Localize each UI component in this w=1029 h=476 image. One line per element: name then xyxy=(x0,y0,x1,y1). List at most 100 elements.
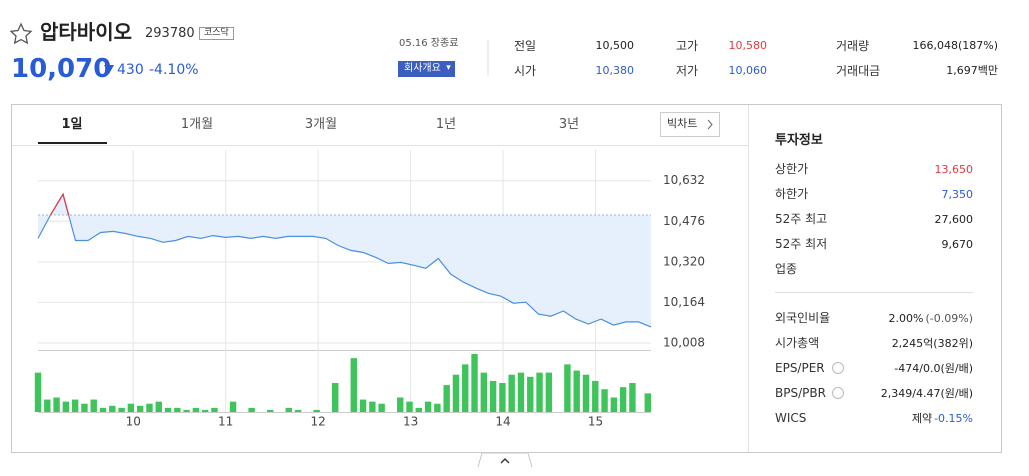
invest-value: 9,670 xyxy=(941,238,974,251)
volume-bar xyxy=(201,409,209,412)
area-fill xyxy=(38,194,651,327)
y-tick-label: 10,008 xyxy=(663,336,705,350)
invest-sub: -0.15% xyxy=(934,412,973,425)
volume-bar xyxy=(90,399,97,412)
volume-bar xyxy=(452,374,460,412)
market-badge: 코스닥 xyxy=(199,27,234,40)
quote-label: 시가 xyxy=(514,64,537,78)
invest-value: 27,600 xyxy=(934,213,974,226)
volume-bar xyxy=(369,401,376,412)
x-tick-label: 12 xyxy=(311,415,326,429)
invest-value: 2.00% xyxy=(888,312,924,325)
volume-bar xyxy=(211,407,218,412)
volume-bar xyxy=(155,401,162,412)
quote-label: 고가 xyxy=(676,39,699,53)
volume-bar xyxy=(527,376,534,412)
invest-label: 시가총액 xyxy=(775,336,820,350)
volume-bar xyxy=(397,397,404,412)
company-button[interactable]: 회사개요 ▾ xyxy=(398,61,455,77)
volume-bar xyxy=(192,407,200,412)
volume-bar xyxy=(462,364,469,412)
help-icon[interactable] xyxy=(832,387,845,399)
volume-bar xyxy=(294,409,302,412)
change: 430 xyxy=(117,62,144,78)
volume-bar xyxy=(34,372,42,412)
invest-label: 외국인비율 xyxy=(775,311,831,325)
volume-bar xyxy=(406,401,413,412)
invest-label: 52주 최저 xyxy=(775,237,828,251)
x-tick-label: 15 xyxy=(588,415,603,429)
volume-bar xyxy=(118,407,125,412)
volume-bar xyxy=(109,405,116,412)
volume-bar xyxy=(266,409,274,412)
volume-bar xyxy=(248,407,255,412)
invest-label: EPS/PER xyxy=(775,361,825,375)
volume-bar xyxy=(443,385,450,412)
quote-label: 저가 xyxy=(676,64,699,78)
quote-value: 10,380 xyxy=(595,64,635,77)
price: 10,070 xyxy=(11,54,112,84)
favorite-star[interactable] xyxy=(9,22,33,45)
big-chart-label[interactable]: 빅차트 xyxy=(667,117,698,130)
invest-sub: (-0.09%) xyxy=(925,312,974,325)
volume-bar xyxy=(489,380,497,412)
volume-bar xyxy=(601,389,608,412)
volume-bar xyxy=(44,399,51,412)
y-tick-label: 10,476 xyxy=(663,214,705,228)
down-arrow xyxy=(104,65,114,74)
invest-label: 하한가 xyxy=(775,187,809,201)
volume-bar xyxy=(644,393,651,412)
volume-bar xyxy=(164,407,172,412)
quote-value: 166,048(187%) xyxy=(912,39,998,52)
help-icon[interactable] xyxy=(832,362,845,374)
invest-label: 52주 최고 xyxy=(775,212,828,226)
period-tab[interactable]: 3년 xyxy=(558,117,580,132)
quote-label: 거래량 xyxy=(836,39,870,53)
volume-bar xyxy=(285,407,292,412)
period-tab[interactable]: 1개월 xyxy=(180,117,214,132)
quote-value: 10,060 xyxy=(728,64,768,77)
caret: ▾ xyxy=(446,63,451,73)
volume-bar xyxy=(573,370,580,412)
volume-bar xyxy=(62,401,70,412)
y-tick-label: 10,632 xyxy=(663,173,705,187)
volume-bar xyxy=(582,374,590,412)
y-tick-label: 10,164 xyxy=(663,295,705,309)
invest-label: WICS xyxy=(775,411,807,425)
quote-label: 전일 xyxy=(514,39,537,53)
chevron xyxy=(707,119,713,130)
quote-value: 10,580 xyxy=(728,39,768,52)
period-tab[interactable]: 1년 xyxy=(435,117,457,132)
volume-bar xyxy=(313,409,320,412)
invest-label: 업종 xyxy=(775,262,798,276)
volume-bar xyxy=(99,407,107,412)
quote-value: 1,697백만 xyxy=(946,64,998,77)
x-tick-label: 13 xyxy=(403,415,418,429)
volume-bar xyxy=(378,403,385,412)
invest-title: 투자정보 xyxy=(775,133,823,148)
volume-bar xyxy=(350,358,357,412)
volume-bar xyxy=(53,397,60,412)
stock-code: 293780 xyxy=(145,26,195,41)
invest-label: 상한가 xyxy=(775,162,809,176)
x-tick-label: 14 xyxy=(495,415,510,429)
volume-bar xyxy=(332,383,339,412)
price-line xyxy=(37,192,652,328)
x-tick-label: 10 xyxy=(126,415,141,429)
volume-bar xyxy=(415,407,423,412)
collapse-icon xyxy=(500,458,510,464)
invest-value: 2,349/4.47(원/배) xyxy=(880,387,973,400)
volume-bar xyxy=(424,401,432,412)
volume-bar xyxy=(359,399,367,412)
big-chart-button[interactable] xyxy=(660,112,720,137)
volume-bar xyxy=(480,372,488,412)
collapse-tab[interactable] xyxy=(477,452,533,468)
period-tab[interactable]: 1일 xyxy=(61,117,83,132)
volume-bar xyxy=(229,401,237,412)
volume-bar xyxy=(564,364,571,412)
period-tab[interactable]: 3개월 xyxy=(304,117,338,132)
volume-bar xyxy=(136,405,144,412)
volume-bar xyxy=(517,372,525,412)
